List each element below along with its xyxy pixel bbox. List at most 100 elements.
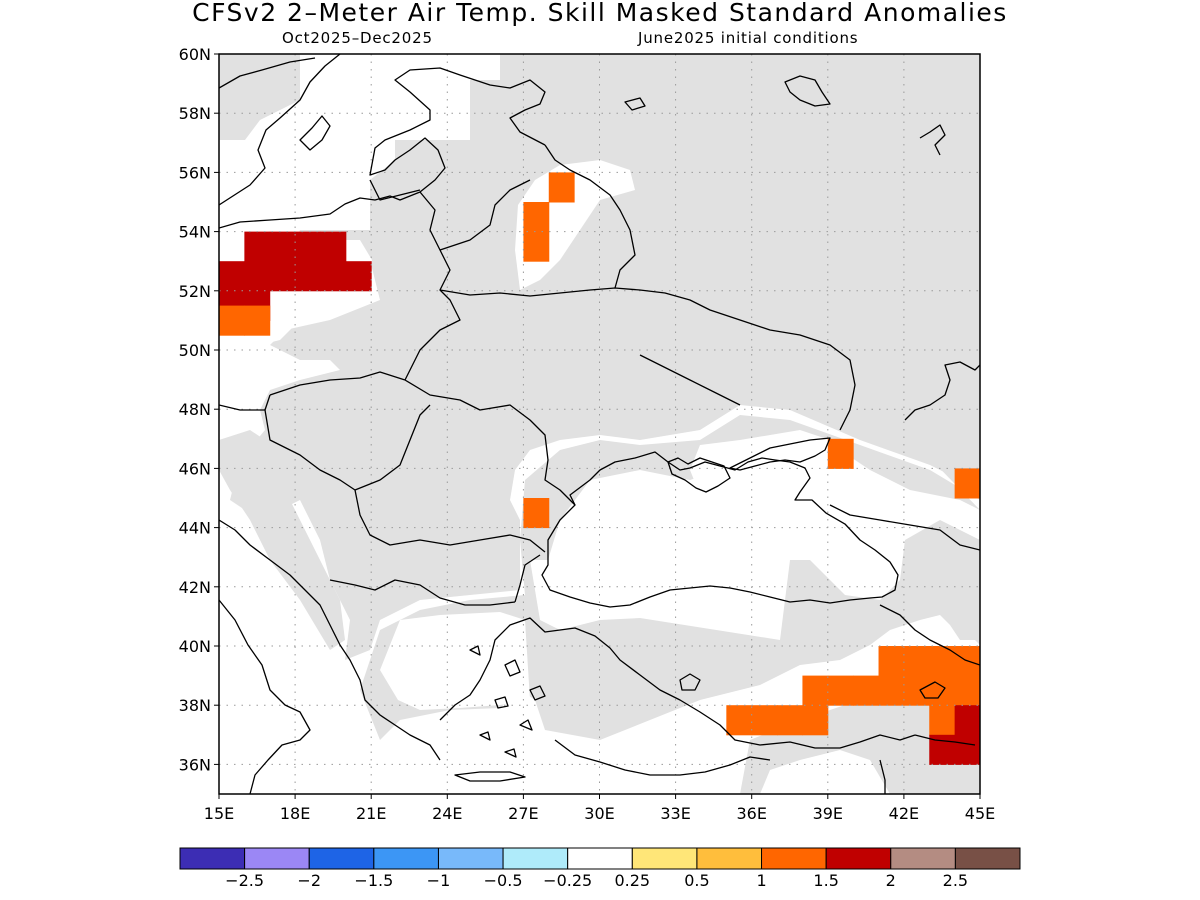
crimea-coast [667, 457, 731, 493]
anomaly-cell-5 [244, 261, 271, 292]
anomaly-cell-13 [244, 305, 271, 336]
scandinavia-coast [219, 54, 341, 206]
colorbar-swatch-10 [825, 847, 892, 870]
colorbar-swatch-5 [502, 847, 569, 870]
anomaly-cell-2 [295, 231, 321, 262]
country-border-3 [404, 379, 576, 506]
colorbar-label-8: 1 [756, 871, 766, 890]
country-border-13 [639, 354, 741, 406]
country-border-11 [544, 144, 636, 289]
lon-label-0: 15E [204, 804, 234, 823]
anomaly-cell-30 [954, 675, 980, 706]
colorbar-label-2: −1.5 [354, 871, 393, 890]
country-border-12 [439, 179, 531, 251]
baltic-coast [219, 67, 546, 229]
anomaly-cell-31 [726, 705, 753, 736]
country-border-15 [879, 604, 980, 666]
lon-label-8: 39E [813, 804, 843, 823]
adriatic-coast [219, 519, 441, 761]
lat-label-7: 46N [179, 459, 211, 478]
lat-label-8: 44N [179, 519, 211, 538]
lon-label-5: 30E [584, 804, 614, 823]
anomaly-cell-16 [523, 231, 550, 262]
colorbar-swatch-3 [373, 847, 439, 870]
lat-label-6: 48N [179, 400, 211, 419]
lake-ladoga [784, 75, 831, 107]
masked-region-central [230, 54, 980, 660]
masked-region-adriatic [219, 430, 345, 650]
colorbar-label-6: 0.25 [614, 871, 650, 890]
anomaly-cell-20 [878, 646, 905, 677]
colorbar-swatch-12 [954, 847, 1021, 870]
colorbar-label-3: −1 [427, 871, 451, 890]
lon-label-9: 42E [889, 804, 919, 823]
country-border-2 [439, 287, 856, 431]
anomaly-cell-1 [269, 231, 296, 262]
lake-onega [624, 97, 646, 111]
masked-region-northwest [219, 54, 300, 140]
country-border-9 [514, 554, 541, 603]
colorbar-label-11: 2.5 [943, 871, 968, 890]
country-border-16 [914, 734, 976, 746]
anomaly-cell-28 [903, 675, 930, 706]
anomaly-cell-3 [320, 231, 347, 262]
chart-title: CFSv2 2–Meter Air Temp. Skill Masked Sta… [192, 0, 1008, 27]
anomaly-cell-4 [219, 261, 245, 292]
greece-coast [439, 617, 916, 749]
colorbar-swatch-1 [244, 847, 310, 870]
anomaly-cell-7 [295, 261, 321, 292]
anomaly-cell-36 [954, 705, 980, 736]
lat-label-9: 42N [179, 578, 211, 597]
colorbar-label-9: 1.5 [813, 871, 838, 890]
lon-label-10: 45E [965, 804, 995, 823]
anomaly-cell-35 [929, 705, 956, 736]
colorbar-label-5: −0.25 [543, 871, 592, 890]
lon-label-4: 27E [508, 804, 538, 823]
cyprus [679, 673, 701, 691]
colorbar-swatch-4 [437, 847, 504, 870]
black-sea-coast [541, 451, 899, 608]
lon-label-7: 36E [736, 804, 766, 823]
caspian-region [904, 361, 980, 421]
lon-label-3: 24E [432, 804, 462, 823]
lat-label-4: 52N [179, 282, 211, 301]
country-border-8 [329, 579, 516, 606]
lat-label-5: 50N [179, 341, 211, 360]
lake-van [919, 681, 946, 699]
colorbar-swatch-7 [631, 847, 698, 870]
lon-label-2: 21E [356, 804, 386, 823]
anomaly-cell-12 [219, 305, 245, 336]
lat-label-11: 38N [179, 696, 211, 715]
country-border-10 [369, 179, 421, 201]
colorbar-label-1: −2 [297, 871, 321, 890]
colorbar-label-7: 0.5 [684, 871, 709, 890]
anomaly-cell-25 [827, 675, 854, 706]
anomaly-cell-9 [345, 261, 372, 292]
anomaly-cell-8 [320, 261, 347, 292]
latitude-labels: 60N 58N 56N 54N 52N 50N 48N 46N 44N 42N 40N 38N 36N [179, 45, 219, 774]
country-border-17 [879, 759, 886, 794]
colorbar-swatch-8 [696, 847, 763, 870]
country-border-4 [269, 371, 406, 396]
lon-label-6: 33E [660, 804, 690, 823]
colorbar-label-4: −0.5 [484, 871, 523, 890]
anomaly-cell-29 [929, 675, 956, 706]
unmasked-hole-aegean [380, 612, 530, 710]
lat-label-2: 56N [179, 163, 211, 182]
country-border-7 [354, 489, 546, 553]
anomaly-cell-14 [548, 172, 575, 203]
anomaly-cell-6 [269, 261, 296, 292]
anomaly-cell-32 [751, 705, 778, 736]
anomaly-cell-27 [878, 675, 905, 706]
lon-label-1: 18E [280, 804, 310, 823]
masked-region [219, 54, 980, 794]
anomaly-cell-18 [954, 468, 980, 499]
azov-coast [729, 437, 831, 471]
anomaly-cell-21 [903, 646, 930, 677]
anomaly-cell-24 [802, 675, 829, 706]
lat-label-0: 60N [179, 45, 211, 64]
colorbar-label-10: 2 [886, 871, 896, 890]
volga-river [919, 124, 946, 156]
anomaly-cell-0 [244, 231, 271, 262]
forecast-period: Oct2025–Dec2025 [282, 29, 433, 47]
